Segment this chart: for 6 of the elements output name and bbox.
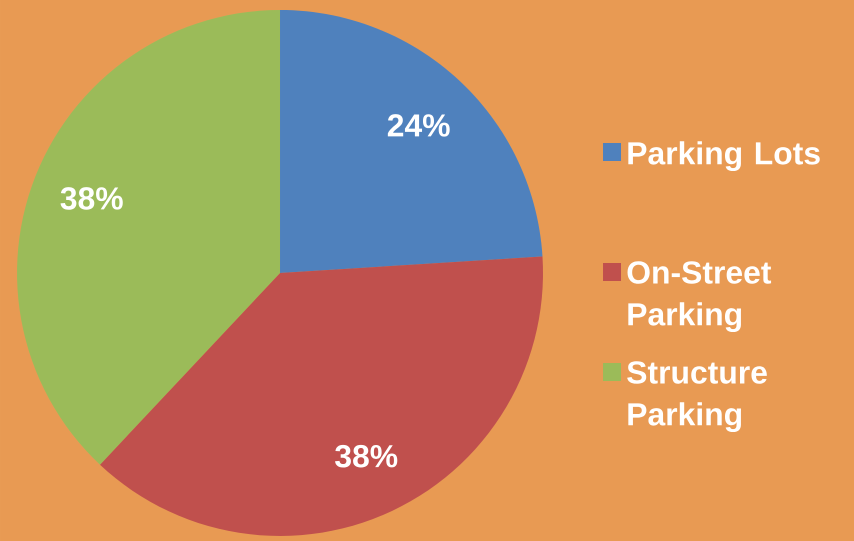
- data-label: 38%: [335, 444, 398, 468]
- data-label: 38%: [60, 187, 123, 210]
- legend-label: On-Street Parking: [628, 261, 772, 332]
- data-label: 24%: [388, 114, 450, 137]
- legend-label: Parking Lots: [628, 141, 820, 172]
- legend-label: Structure Parking: [627, 361, 767, 432]
